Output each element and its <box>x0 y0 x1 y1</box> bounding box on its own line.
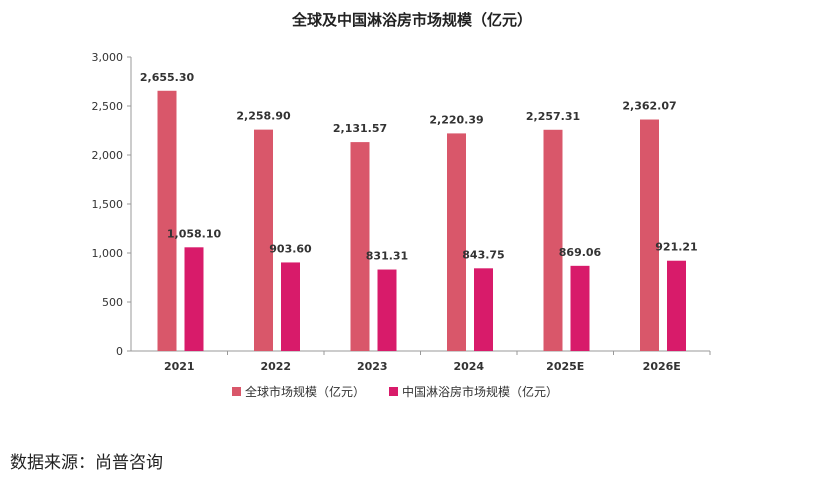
legend-swatch <box>232 387 241 396</box>
y-tick-label: 2,500 <box>92 100 124 113</box>
y-tick-label: 3,000 <box>92 51 124 64</box>
data-label: 2,258.90 <box>236 110 291 123</box>
y-tick-label: 2,000 <box>92 149 124 162</box>
data-label: 2,131.57 <box>333 122 387 135</box>
y-tick-label: 1,500 <box>92 198 124 211</box>
legend-label: 全球市场规模（亿元） <box>245 384 365 399</box>
bar-china <box>474 268 493 351</box>
bar-china <box>377 269 397 351</box>
y-tick-label: 1,000 <box>92 247 124 260</box>
y-tick-label: 500 <box>102 296 123 309</box>
bars: 2021 2,655.30 1,058.10 2022 2,258.90 903.60 20… <box>140 71 711 373</box>
data-label: 2,362.07 <box>622 100 676 113</box>
x-tick-label: 2024 <box>453 360 484 373</box>
x-tick-label: 2021 <box>164 360 195 373</box>
data-label: 843.75 <box>462 248 504 261</box>
bar-global <box>157 90 177 351</box>
data-label: 2,257.31 <box>526 110 580 123</box>
x-tick-label: 2026E <box>643 360 681 373</box>
data-label: 1,058.10 <box>167 227 222 240</box>
bar-global <box>254 129 273 351</box>
chart-title: 全球及中国淋浴房市场规模（亿元） <box>291 11 532 29</box>
data-label: 2,220.39 <box>429 113 483 126</box>
x-tick-label: 2025E <box>546 360 584 373</box>
bar-china <box>184 247 204 351</box>
data-label: 869.06 <box>559 246 602 259</box>
x-tick-label: 2023 <box>357 360 388 373</box>
data-label: 831.31 <box>366 250 408 263</box>
bar-global <box>350 142 370 351</box>
legend: 全球市场规模（亿元） 中国淋浴房市场规模（亿元） <box>232 384 558 399</box>
y-tick-label: 0 <box>116 345 123 358</box>
data-label: 921.21 <box>655 241 697 254</box>
legend-swatch <box>389 387 398 396</box>
bar-china <box>667 260 686 351</box>
data-label: 903.60 <box>269 242 312 255</box>
source-note: 数据来源：尚普咨询 <box>10 453 163 473</box>
bar-global <box>640 119 659 351</box>
bar-china <box>281 262 300 351</box>
y-axis: 0 500 1,000 1,500 2,000 2,500 3,000 <box>92 51 131 358</box>
legend-label: 中国淋浴房市场规模（亿元） <box>402 384 558 399</box>
x-tick-label: 2022 <box>260 360 291 373</box>
bar-global <box>543 129 563 351</box>
bar-china <box>570 265 590 351</box>
bar-global <box>447 133 466 351</box>
data-label: 2,655.30 <box>140 71 195 84</box>
